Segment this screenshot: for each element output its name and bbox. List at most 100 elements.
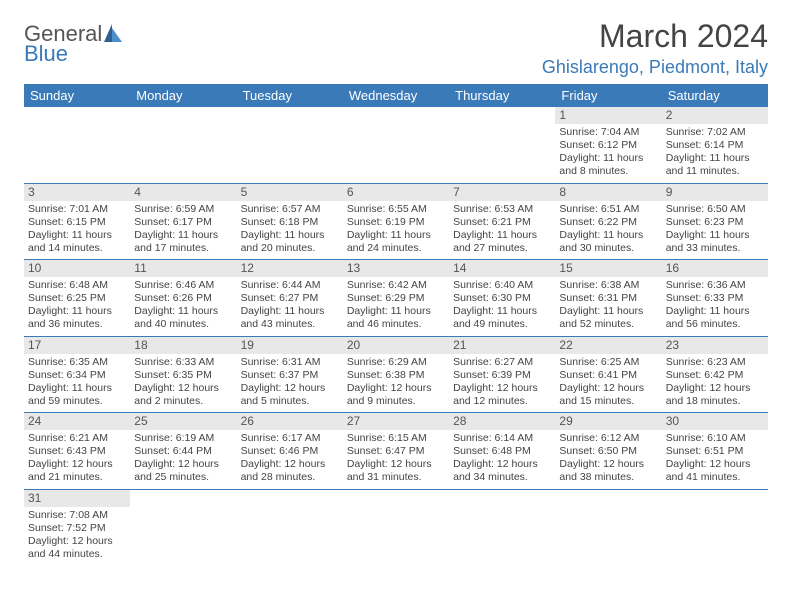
sunset-line: Sunset: 6:12 PM bbox=[559, 139, 657, 152]
calendar-cell: 12Sunrise: 6:44 AMSunset: 6:27 PMDayligh… bbox=[237, 260, 343, 337]
sunrise-line: Sunrise: 6:42 AM bbox=[347, 279, 445, 292]
sunrise-line: Sunrise: 6:25 AM bbox=[559, 356, 657, 369]
sunset-line: Sunset: 6:26 PM bbox=[134, 292, 232, 305]
sunset-line: Sunset: 6:41 PM bbox=[559, 369, 657, 382]
daylight-line: Daylight: 12 hours and 21 minutes. bbox=[28, 458, 126, 484]
day-number: 23 bbox=[662, 337, 768, 354]
daylight-line: Daylight: 12 hours and 2 minutes. bbox=[134, 382, 232, 408]
day-number: 28 bbox=[449, 413, 555, 430]
calendar-week: 1 Sunrise: 7:04 AMSunset: 6:12 PM Daylight… bbox=[24, 107, 768, 183]
sunrise-line: Sunrise: 6:15 AM bbox=[347, 432, 445, 445]
day-number: 21 bbox=[449, 337, 555, 354]
daylight-line: Daylight: 11 hours and 43 minutes. bbox=[241, 305, 339, 331]
daylight-line: Daylight: 11 hours and 11 minutes. bbox=[666, 152, 764, 178]
weekday-header: Tuesday bbox=[237, 84, 343, 107]
weekday-header: Sunday bbox=[24, 84, 130, 107]
sunrise-line: Sunrise: 6:12 AM bbox=[559, 432, 657, 445]
sunset-line: Sunset: 6:51 PM bbox=[666, 445, 764, 458]
daylight-line: Daylight: 11 hours and 17 minutes. bbox=[134, 229, 232, 255]
sunrise-line: Sunrise: 6:48 AM bbox=[28, 279, 126, 292]
calendar-cell bbox=[343, 107, 449, 183]
calendar-week: 10Sunrise: 6:48 AMSunset: 6:25 PMDayligh… bbox=[24, 260, 768, 337]
daylight-line: Daylight: 11 hours and 40 minutes. bbox=[134, 305, 232, 331]
sunset-line: Sunset: 6:19 PM bbox=[347, 216, 445, 229]
location: Ghislarengo, Piedmont, Italy bbox=[542, 57, 768, 78]
day-number: 22 bbox=[555, 337, 661, 354]
daylight-line: Daylight: 11 hours and 24 minutes. bbox=[347, 229, 445, 255]
day-number: 1 bbox=[555, 107, 661, 124]
sunrise-line: Sunrise: 6:23 AM bbox=[666, 356, 764, 369]
daylight-line: Daylight: 12 hours and 34 minutes. bbox=[453, 458, 551, 484]
daylight-line: Daylight: 12 hours and 38 minutes. bbox=[559, 458, 657, 484]
day-number: 12 bbox=[237, 260, 343, 277]
day-number: 29 bbox=[555, 413, 661, 430]
calendar-cell: 14Sunrise: 6:40 AMSunset: 6:30 PMDayligh… bbox=[449, 260, 555, 337]
calendar-page: General Blue March 2024 Ghislarengo, Pie… bbox=[0, 0, 792, 583]
calendar-cell: 27Sunrise: 6:15 AMSunset: 6:47 PMDayligh… bbox=[343, 413, 449, 490]
calendar-cell: 21Sunrise: 6:27 AMSunset: 6:39 PMDayligh… bbox=[449, 336, 555, 413]
day-number: 16 bbox=[662, 260, 768, 277]
calendar-cell: 6Sunrise: 6:55 AMSunset: 6:19 PMDaylight… bbox=[343, 183, 449, 260]
day-number: 7 bbox=[449, 184, 555, 201]
sunrise-line: Sunrise: 7:01 AM bbox=[28, 203, 126, 216]
sunrise-line: Sunrise: 6:44 AM bbox=[241, 279, 339, 292]
calendar-cell: 22 Sunrise: 6:25 AMSunset: 6:41 PMDayligh… bbox=[555, 336, 661, 413]
sunset-line: Sunset: 6:29 PM bbox=[347, 292, 445, 305]
sunrise-line: Sunrise: 6:51 AM bbox=[559, 203, 657, 216]
calendar-cell bbox=[237, 107, 343, 183]
day-number: 31 bbox=[24, 490, 130, 507]
sunrise-line: Sunrise: 6:50 AM bbox=[666, 203, 764, 216]
calendar-cell: 23Sunrise: 6:23 AMSunset: 6:42 PMDayligh… bbox=[662, 336, 768, 413]
daylight-line: Daylight: 11 hours and 56 minutes. bbox=[666, 305, 764, 331]
header: General Blue March 2024 Ghislarengo, Pie… bbox=[24, 18, 768, 78]
calendar-table: SundayMondayTuesdayWednesdayThursdayFrid… bbox=[24, 84, 768, 565]
daylight-line: Daylight: 12 hours and 5 minutes. bbox=[241, 382, 339, 408]
day-number: 13 bbox=[343, 260, 449, 277]
sunrise-line: Sunrise: 6:55 AM bbox=[347, 203, 445, 216]
day-number: 5 bbox=[237, 184, 343, 201]
calendar-cell: 13Sunrise: 6:42 AMSunset: 6:29 PMDayligh… bbox=[343, 260, 449, 337]
day-number: 14 bbox=[449, 260, 555, 277]
sunrise-line: Sunrise: 7:08 AM bbox=[28, 509, 126, 522]
calendar-cell: 18Sunrise: 6:33 AMSunset: 6:35 PMDayligh… bbox=[130, 336, 236, 413]
daylight-line: Daylight: 12 hours and 9 minutes. bbox=[347, 382, 445, 408]
sunset-line: Sunset: 6:44 PM bbox=[134, 445, 232, 458]
daylight-line: Daylight: 12 hours and 41 minutes. bbox=[666, 458, 764, 484]
sunset-line: Sunset: 6:38 PM bbox=[347, 369, 445, 382]
day-number: 11 bbox=[130, 260, 236, 277]
daylight-line: Daylight: 12 hours and 31 minutes. bbox=[347, 458, 445, 484]
sunrise-line: Sunrise: 6:19 AM bbox=[134, 432, 232, 445]
sunrise-line: Sunrise: 6:29 AM bbox=[347, 356, 445, 369]
sunset-line: Sunset: 6:17 PM bbox=[134, 216, 232, 229]
daylight-line: Daylight: 12 hours and 15 minutes. bbox=[559, 382, 657, 408]
sunset-line: Sunset: 6:23 PM bbox=[666, 216, 764, 229]
daylight-line: Daylight: 11 hours and 36 minutes. bbox=[28, 305, 126, 331]
calendar-cell bbox=[237, 489, 343, 565]
calendar-cell bbox=[130, 489, 236, 565]
sail-icon bbox=[104, 24, 112, 42]
calendar-cell: 10Sunrise: 6:48 AMSunset: 6:25 PMDayligh… bbox=[24, 260, 130, 337]
daylight-line: Daylight: 11 hours and 49 minutes. bbox=[453, 305, 551, 331]
day-number: 25 bbox=[130, 413, 236, 430]
month-title: March 2024 bbox=[542, 18, 768, 55]
sunset-line: Sunset: 6:39 PM bbox=[453, 369, 551, 382]
calendar-week: 31Sunrise: 7:08 AMSunset: 7:52 PMDayligh… bbox=[24, 489, 768, 565]
sunrise-line: Sunrise: 6:14 AM bbox=[453, 432, 551, 445]
calendar-week: 24Sunrise: 6:21 AMSunset: 6:43 PMDayligh… bbox=[24, 413, 768, 490]
logo-text-blue: Blue bbox=[24, 41, 68, 66]
calendar-week: 17Sunrise: 6:35 AMSunset: 6:34 PMDayligh… bbox=[24, 336, 768, 413]
sunrise-line: Sunrise: 6:40 AM bbox=[453, 279, 551, 292]
sunrise-line: Sunrise: 7:04 AM bbox=[559, 126, 657, 139]
day-number: 9 bbox=[662, 184, 768, 201]
calendar-body: 1 Sunrise: 7:04 AMSunset: 6:12 PM Daylight… bbox=[24, 107, 768, 565]
sunset-line: Sunset: 6:50 PM bbox=[559, 445, 657, 458]
calendar-cell bbox=[662, 489, 768, 565]
sunset-line: Sunset: 6:15 PM bbox=[28, 216, 126, 229]
weekday-header: Friday bbox=[555, 84, 661, 107]
calendar-cell: 31Sunrise: 7:08 AMSunset: 7:52 PMDayligh… bbox=[24, 489, 130, 565]
sunset-line: Sunset: 6:34 PM bbox=[28, 369, 126, 382]
weekday-header: Saturday bbox=[662, 84, 768, 107]
logo: General Blue bbox=[24, 24, 122, 64]
sunset-line: Sunset: 6:31 PM bbox=[559, 292, 657, 305]
calendar-cell: 20Sunrise: 6:29 AMSunset: 6:38 PMDayligh… bbox=[343, 336, 449, 413]
